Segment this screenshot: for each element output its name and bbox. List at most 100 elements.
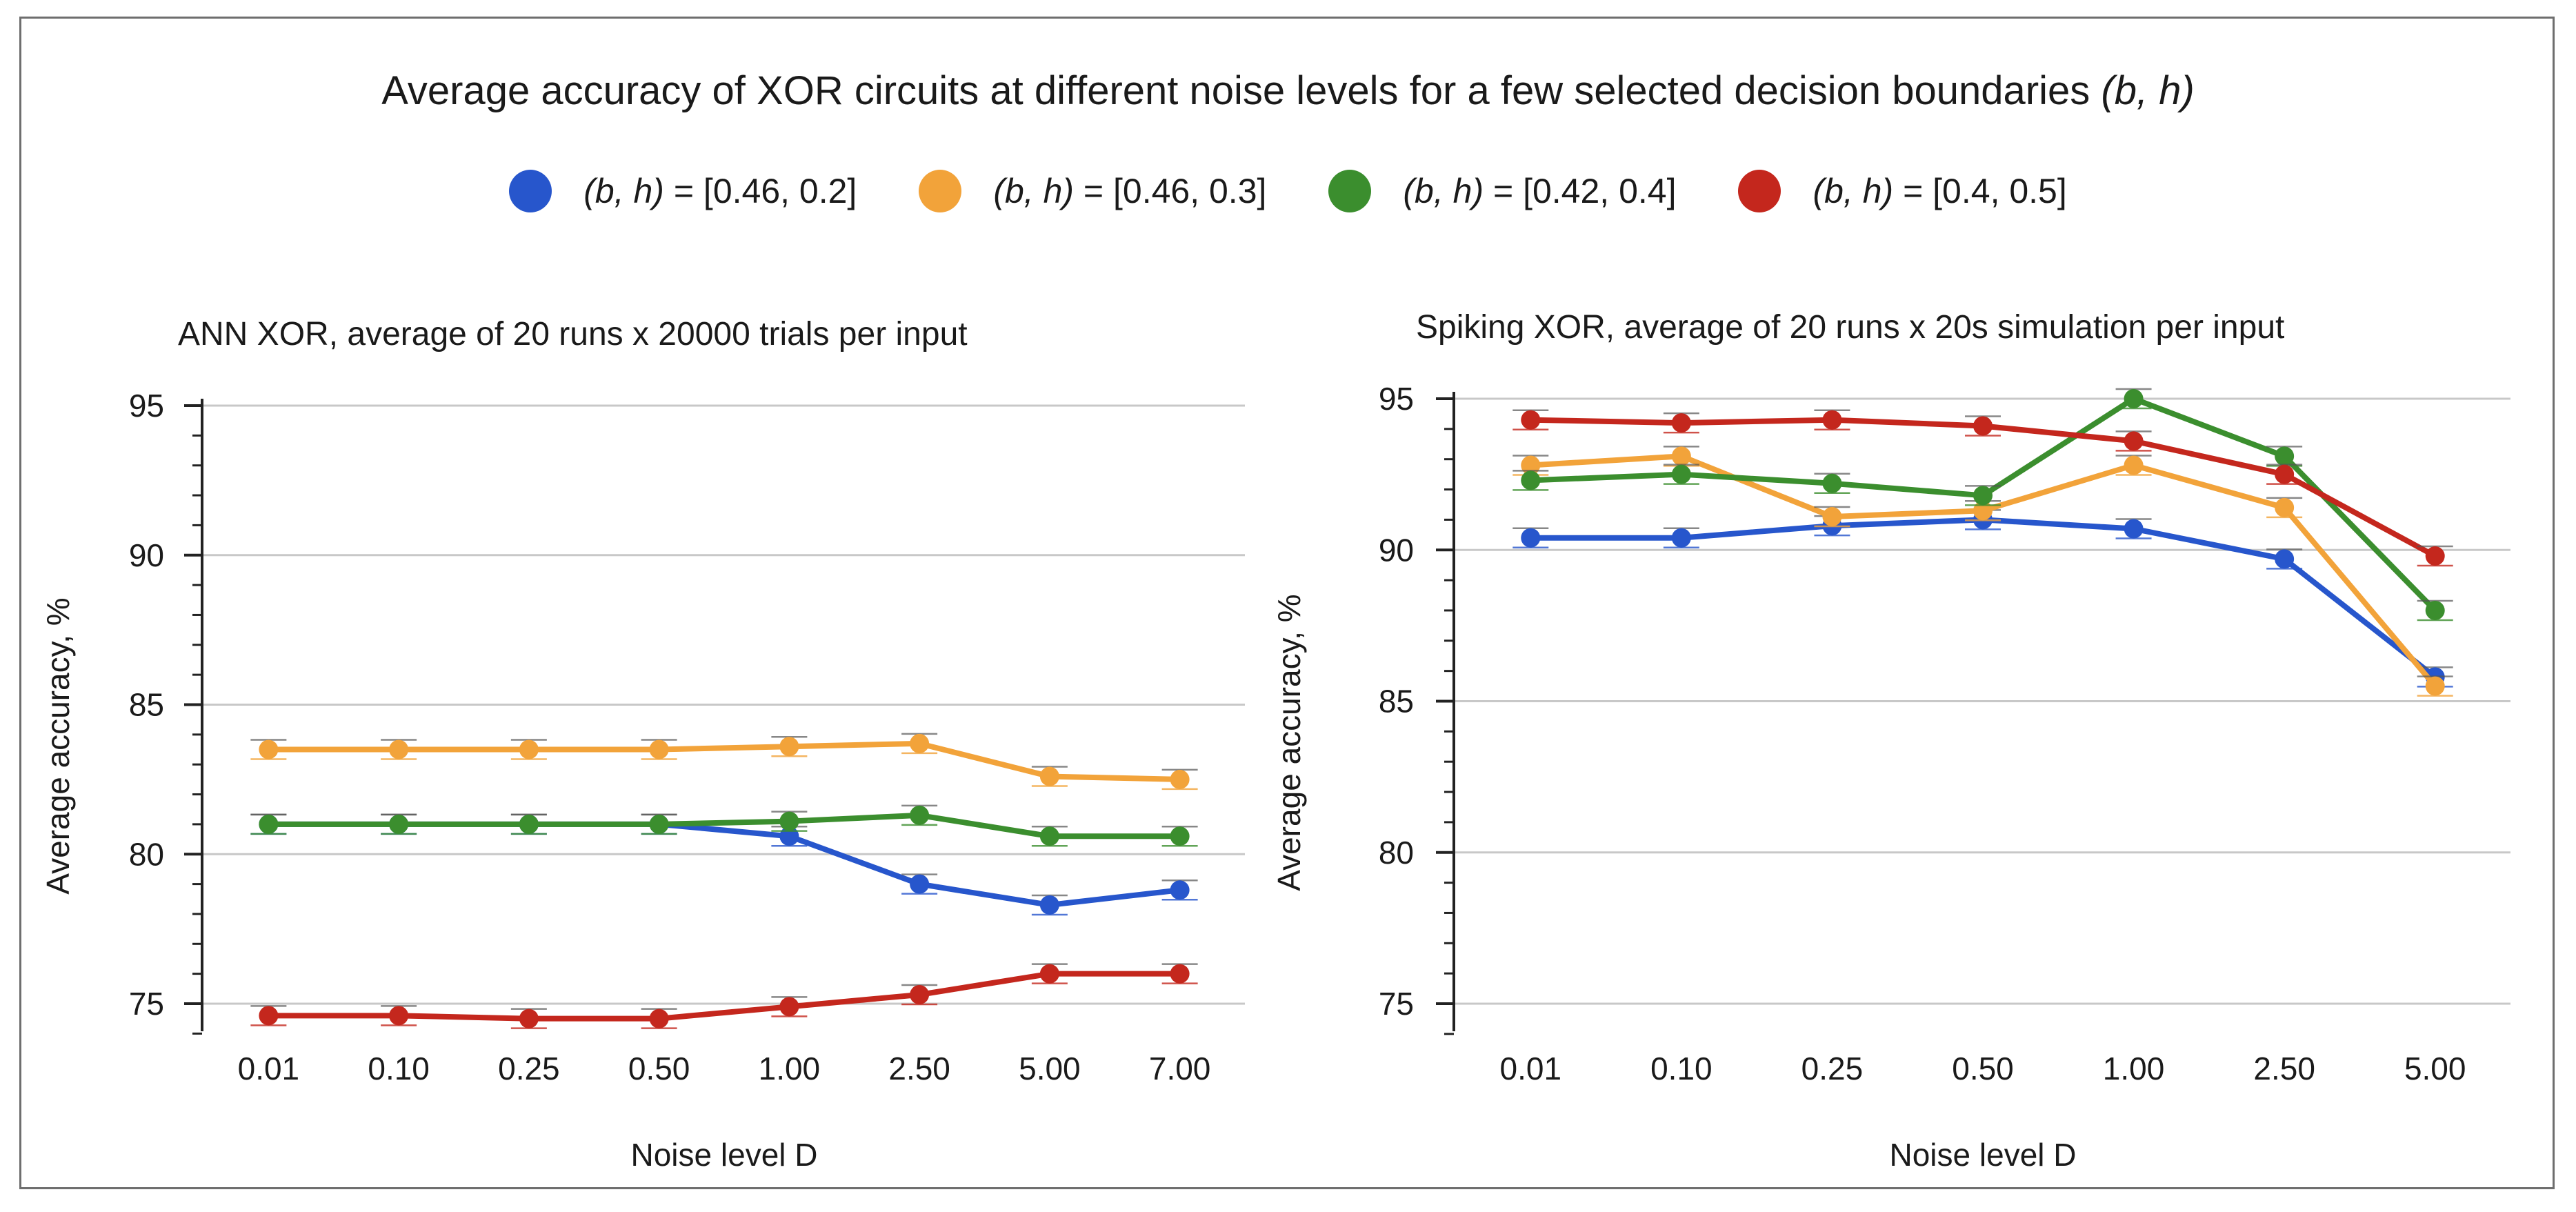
ann-x-tick-label: 0.50 — [628, 1051, 690, 1086]
legend-label-4: (b, h) = [0.4, 0.5] — [1813, 172, 2067, 210]
ann-x-tick-label: 5.00 — [1019, 1051, 1081, 1086]
ann-data-point — [1170, 826, 1190, 846]
ann-data-point — [779, 997, 799, 1017]
ann-series-4 — [250, 963, 1198, 1029]
ann-data-point — [779, 811, 799, 831]
spiking-data-point — [1973, 416, 1993, 436]
spiking-data-point — [1671, 528, 1691, 548]
ann-data-point — [389, 814, 409, 834]
spiking-data-point — [2275, 464, 2295, 484]
ann-data-point — [649, 814, 669, 834]
ann-data-point — [1039, 895, 1059, 915]
spiking-data-point — [2425, 600, 2445, 620]
legend-item-1: (b, h) = [0.46, 0.2] — [509, 170, 857, 212]
spiking-y-axis-title: Average accuracy, % — [1271, 594, 1307, 891]
ann-x-tick-label: 0.01 — [238, 1051, 300, 1086]
ann-y-tick-label-80: 80 — [129, 836, 164, 872]
ann-series-2 — [250, 733, 1198, 791]
figure-frame — [19, 17, 2555, 1189]
spiking-data-point — [1822, 507, 1842, 527]
ann-data-point — [519, 1009, 539, 1029]
legend-swatch-3 — [1328, 170, 1372, 212]
ann-series-line-4 — [266, 971, 1183, 1022]
spiking-xor-chart: Spiking XOR, average of 20 runs x 20s si… — [1271, 309, 2510, 1173]
spiking-x-tick-label: 1.00 — [2103, 1051, 2165, 1086]
spiking-x-tick-label: 0.25 — [1801, 1051, 1864, 1086]
spiking-chart-title: Spiking XOR, average of 20 runs x 20s si… — [1416, 309, 2284, 346]
spiking-data-point — [1973, 486, 1993, 506]
ann-data-point — [1039, 766, 1059, 786]
spiking-data-point — [1521, 528, 1541, 548]
ann-data-point — [1170, 769, 1190, 789]
ann-x-tick-label: 7.00 — [1149, 1051, 1211, 1086]
ann-data-point — [649, 1009, 669, 1029]
spiking-data-point — [2425, 676, 2445, 696]
spiking-data-point — [1822, 410, 1842, 430]
legend-swatch-1 — [509, 170, 552, 212]
spiking-data-point — [2124, 389, 2144, 408]
ann-y-tick-label-75: 75 — [129, 986, 164, 1022]
ann-data-point — [779, 737, 799, 757]
spiking-series-line-1 — [1528, 517, 2438, 680]
ann-data-point — [649, 739, 669, 759]
spiking-data-point — [1521, 470, 1541, 490]
ann-data-point — [389, 739, 409, 759]
legend-item-2: (b, h) = [0.46, 0.3] — [919, 170, 1266, 212]
spiking-series-3 — [1512, 388, 2453, 622]
spiking-data-point — [2275, 446, 2295, 466]
spiking-series-4 — [1512, 409, 2453, 567]
spiking-data-point — [2275, 497, 2295, 517]
ann-data-point — [389, 1006, 409, 1026]
ann-y-tick-label-95: 95 — [129, 388, 164, 424]
ann-y-tick-label-85: 85 — [129, 687, 164, 723]
ann-y-axis-title: Average accuracy, % — [40, 597, 76, 894]
spiking-x-tick-label: 0.01 — [1500, 1051, 1562, 1086]
ann-data-point — [259, 814, 279, 834]
figure-title-text: Average accuracy of XOR circuits at diff… — [381, 68, 2101, 113]
ann-xor-chart: ANN XOR, average of 20 runs x 20000 tria… — [40, 316, 1245, 1173]
spiking-x-tick-label: 0.50 — [1952, 1051, 2014, 1086]
spiking-data-point — [1671, 464, 1691, 484]
legend-label-3: (b, h) = [0.42, 0.4] — [1403, 172, 1677, 210]
legend: (b, h) = [0.46, 0.2] (b, h) = [0.46, 0.3… — [0, 167, 2576, 215]
ann-x-axis-title: Noise level D — [631, 1137, 818, 1173]
ann-series-line-2 — [266, 740, 1183, 782]
spiking-x-tick-label: 0.10 — [1650, 1051, 1713, 1086]
ann-chart-title: ANN XOR, average of 20 runs x 20000 tria… — [178, 316, 968, 352]
ann-data-point — [259, 1006, 279, 1026]
spiking-x-tick-label: 2.50 — [2253, 1051, 2315, 1086]
ann-series-3 — [250, 804, 1198, 847]
ann-data-point — [910, 874, 930, 894]
ann-data-point — [1039, 964, 1059, 984]
ann-data-point — [1170, 964, 1190, 984]
ann-data-point — [519, 739, 539, 759]
legend-label-1: (b, h) = [0.46, 0.2] — [583, 172, 857, 210]
ann-data-point — [910, 984, 930, 1004]
legend-label-2: (b, h) = [0.46, 0.3] — [993, 172, 1267, 210]
spiking-y-tick-label-90: 90 — [1379, 532, 1414, 568]
ann-x-tick-label: 2.50 — [888, 1051, 950, 1086]
spiking-data-point — [1671, 413, 1691, 433]
spiking-data-point — [2124, 431, 2144, 451]
spiking-data-point — [2124, 519, 2144, 539]
legend-swatch-4 — [1738, 170, 1781, 212]
ann-data-point — [259, 739, 279, 759]
figure-title: Average accuracy of XOR circuits at diff… — [0, 66, 2576, 116]
ann-data-point — [519, 814, 539, 834]
spiking-data-point — [1822, 473, 1842, 493]
legend-item-4: (b, h) = [0.4, 0.5] — [1738, 170, 2067, 212]
spiking-y-tick-label-85: 85 — [1379, 684, 1414, 719]
ann-data-point — [1039, 826, 1059, 846]
figure-title-emphasis: (b, h) — [2101, 68, 2195, 113]
spiking-x-tick-label: 5.00 — [2404, 1051, 2466, 1086]
spiking-data-point — [2124, 455, 2144, 475]
ann-series-line-3 — [266, 812, 1183, 840]
spiking-series-2 — [1512, 446, 2453, 697]
ann-data-point — [910, 805, 930, 825]
spiking-data-point — [1671, 446, 1691, 466]
spiking-y-tick-label-80: 80 — [1379, 835, 1414, 871]
spiking-y-tick-label-75: 75 — [1379, 986, 1414, 1022]
ann-x-tick-label: 1.00 — [759, 1051, 821, 1086]
spiking-data-point — [2275, 549, 2295, 569]
